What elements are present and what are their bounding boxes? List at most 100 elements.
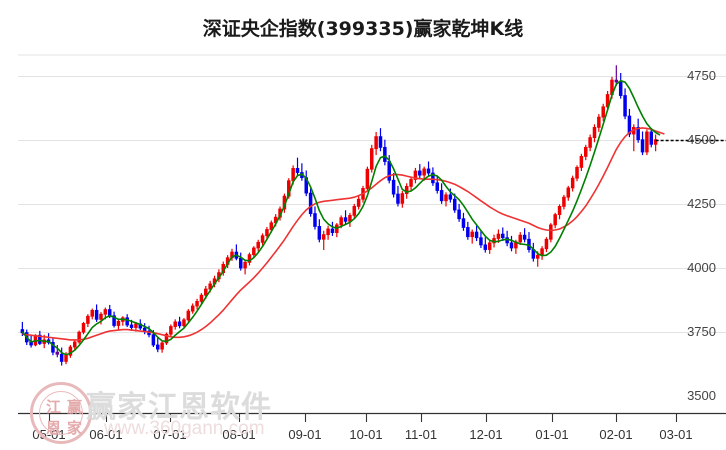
candle-body xyxy=(190,305,195,312)
candle-body xyxy=(439,190,444,202)
candle-body xyxy=(164,333,169,344)
candle-body xyxy=(73,341,77,348)
candle-body xyxy=(597,116,601,128)
candle-body xyxy=(291,168,295,182)
candle-body xyxy=(156,344,160,350)
candle-body xyxy=(566,187,571,198)
candle-body xyxy=(601,106,605,118)
candle-body xyxy=(186,310,191,321)
candle-body xyxy=(182,319,186,327)
candle-body xyxy=(68,346,73,356)
candle-body xyxy=(77,331,81,343)
candle-body xyxy=(640,139,645,153)
x-tick-label-03-01: 03-01 xyxy=(659,427,693,442)
candlestick-series xyxy=(20,65,658,366)
page-title: 深证央企指数(399335)赢家乾坤K线 xyxy=(202,18,524,40)
candle-body xyxy=(317,226,322,240)
x-axis xyxy=(18,412,726,422)
candle-body xyxy=(326,228,330,236)
x-tick-label-10-01: 10-01 xyxy=(349,427,383,442)
candle-body xyxy=(457,209,461,220)
candle-body xyxy=(461,218,466,228)
candle-body xyxy=(370,148,374,170)
candle-body xyxy=(339,217,343,226)
candle-body xyxy=(177,321,182,327)
candle-body xyxy=(575,167,579,179)
candle-body xyxy=(321,234,326,240)
y-tick-label-4000: 4000 xyxy=(687,260,716,275)
candle-body xyxy=(169,326,173,335)
candle-body xyxy=(444,194,448,202)
x-tick-label-01-01: 01-01 xyxy=(535,427,569,442)
candle-body xyxy=(522,234,527,240)
candle-body xyxy=(614,79,619,83)
candle-body xyxy=(160,342,164,350)
candle-body xyxy=(116,320,121,326)
ma-short-line xyxy=(21,79,661,356)
candle-body xyxy=(112,315,116,326)
x-tick-label-09-01: 09-01 xyxy=(288,427,322,442)
candle-body xyxy=(474,231,479,239)
candle-body xyxy=(562,196,566,207)
candle-body xyxy=(627,115,632,135)
candle-body xyxy=(400,193,405,204)
candle-body xyxy=(204,288,208,296)
candle-body xyxy=(653,139,658,145)
candle-body xyxy=(649,131,654,145)
candle-body xyxy=(391,179,396,195)
candle-body xyxy=(356,198,361,207)
candle-body xyxy=(540,248,544,256)
candle-body xyxy=(448,194,453,200)
candle-body xyxy=(378,136,383,148)
candle-body xyxy=(103,309,108,315)
y-tick-label-4250: 4250 xyxy=(687,195,716,211)
candle-body xyxy=(509,242,514,249)
candle-body xyxy=(352,206,357,216)
y-tick-label-3500: 3500 xyxy=(687,388,716,404)
candle-body xyxy=(343,217,348,222)
candle-body xyxy=(479,237,483,246)
candle-body xyxy=(252,247,256,256)
candle-body xyxy=(623,95,627,117)
x-tick-label-07-01: 07-01 xyxy=(153,427,187,442)
candle-body xyxy=(308,192,313,214)
x-tick-label-02-01: 02-01 xyxy=(599,427,633,442)
candle-body xyxy=(374,136,378,150)
candle-body xyxy=(452,198,457,211)
candle-body xyxy=(470,231,474,238)
candle-body xyxy=(584,146,588,157)
candle-body xyxy=(553,214,557,226)
candle-body xyxy=(413,170,418,180)
candle-body xyxy=(636,126,640,141)
candle-body xyxy=(588,137,592,148)
candle-body xyxy=(501,233,505,239)
candle-body xyxy=(365,168,370,189)
candle-body xyxy=(51,342,55,353)
candle-body xyxy=(243,261,247,269)
candle-body xyxy=(107,309,112,317)
candle-body xyxy=(466,227,470,238)
x-tick-label-05-01: 05-01 xyxy=(32,427,66,442)
candle-body xyxy=(256,241,260,249)
candle-body xyxy=(387,161,391,181)
candle-body xyxy=(173,321,177,327)
candle-body xyxy=(426,168,431,174)
candle-body xyxy=(129,324,134,328)
x-tick-label-06-01: 06-01 xyxy=(89,427,123,442)
candle-body xyxy=(348,214,352,222)
candle-body xyxy=(518,234,522,243)
candle-body xyxy=(94,309,99,320)
candle-body xyxy=(260,235,265,243)
candle-body xyxy=(435,182,440,191)
candle-body xyxy=(557,206,562,216)
candle-body xyxy=(199,294,204,302)
candle-body xyxy=(645,131,649,153)
x-tick-label-12-01: 12-01 xyxy=(469,427,503,442)
x-tick-label-08-01: 08-01 xyxy=(222,427,256,442)
candle-body xyxy=(404,185,409,194)
candle-body xyxy=(570,177,575,189)
candle-body xyxy=(195,300,199,307)
candle-body xyxy=(38,334,42,344)
candle-body xyxy=(151,334,156,346)
